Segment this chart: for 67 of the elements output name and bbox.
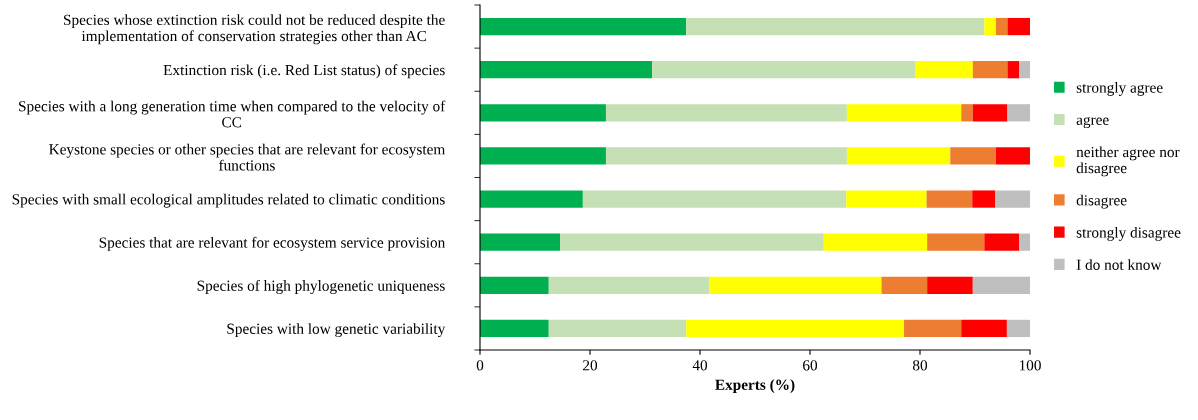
legend-label: strongly agree bbox=[1076, 81, 1163, 96]
legend-label: I do not know bbox=[1076, 259, 1162, 270]
bar bbox=[605, 104, 847, 122]
bar bbox=[915, 61, 973, 79]
bar bbox=[480, 276, 549, 294]
bar bbox=[1007, 17, 1030, 36]
bar bbox=[984, 233, 1019, 251]
bar bbox=[652, 61, 916, 79]
bar bbox=[686, 319, 905, 338]
legend-label: disagree bbox=[1076, 194, 1127, 209]
bar bbox=[1019, 61, 1030, 79]
x-tick-label: 100 bbox=[1019, 360, 1041, 371]
y-tick-label: Species with low genetic variability bbox=[227, 323, 446, 338]
y-tick-label: Species whose extinction risk could not be reduced despite the implementation of conservation strategies other than AC bbox=[64, 14, 445, 45]
bar bbox=[823, 233, 928, 251]
bar bbox=[846, 190, 927, 208]
x-tick-label: 80 bbox=[912, 360, 928, 371]
bar bbox=[904, 319, 962, 338]
bar bbox=[1006, 319, 1030, 338]
x-tick-label: 60 bbox=[803, 360, 818, 371]
bar bbox=[927, 233, 985, 251]
bar bbox=[972, 61, 1008, 79]
bar bbox=[995, 190, 1030, 208]
bar bbox=[480, 190, 583, 208]
bar bbox=[1007, 61, 1019, 79]
y-tick-label: Species with small ecological amplitudes related to climatic conditions bbox=[12, 193, 445, 208]
bar bbox=[480, 61, 653, 79]
legend-label: neither agree nor disagree bbox=[1076, 146, 1180, 177]
bar bbox=[548, 276, 710, 294]
bar bbox=[961, 104, 973, 122]
x-tick-label: 20 bbox=[583, 360, 598, 371]
bar bbox=[950, 147, 996, 165]
bar bbox=[846, 147, 951, 165]
y-tick-label: Extinction risk (i.e. Red List status) of species bbox=[163, 64, 445, 79]
bar bbox=[984, 17, 996, 36]
bar bbox=[1007, 104, 1030, 122]
bar bbox=[480, 17, 687, 36]
bar bbox=[480, 233, 561, 251]
x-axis-title: Experts (%) bbox=[715, 379, 795, 393]
y-tick-label: Species of high phylogenetic uniqueness bbox=[197, 279, 445, 294]
bar bbox=[972, 104, 1008, 122]
bar bbox=[995, 17, 1008, 36]
bar bbox=[605, 147, 847, 165]
bar bbox=[927, 276, 973, 294]
bar bbox=[881, 276, 928, 294]
bar bbox=[972, 190, 996, 208]
bar bbox=[961, 319, 1007, 338]
bar bbox=[709, 276, 882, 294]
bar bbox=[480, 147, 606, 165]
bar bbox=[846, 104, 962, 122]
bar bbox=[480, 319, 549, 338]
bar bbox=[548, 319, 687, 338]
x-tick-label: 0 bbox=[476, 360, 484, 371]
legend-label: agree bbox=[1076, 116, 1109, 129]
y-tick-label: Keystone species or other species that are relevant for ecosystem functions bbox=[49, 143, 446, 171]
bar bbox=[480, 104, 606, 122]
bar bbox=[582, 190, 847, 208]
y-tick-label: Species that are relevant for ecosystem service provision bbox=[99, 236, 446, 251]
legend-label: strongly disagree bbox=[1076, 226, 1181, 241]
bar bbox=[972, 276, 1030, 294]
bar bbox=[926, 190, 973, 208]
x-tick-label: 40 bbox=[692, 360, 708, 371]
bar bbox=[1019, 233, 1030, 251]
y-tick-label: Species with a long generation time when compared to the velocity of CC bbox=[19, 100, 446, 128]
bar bbox=[686, 17, 985, 36]
bar bbox=[995, 147, 1030, 165]
bar bbox=[560, 233, 824, 251]
